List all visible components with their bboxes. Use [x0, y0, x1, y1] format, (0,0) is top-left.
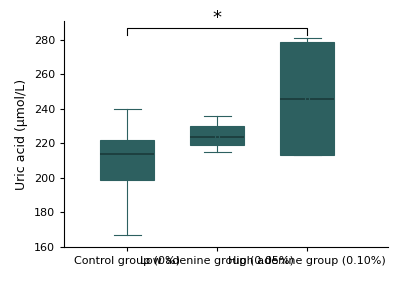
- PathPatch shape: [280, 42, 334, 156]
- PathPatch shape: [190, 126, 244, 145]
- Text: *: *: [212, 9, 222, 27]
- PathPatch shape: [100, 140, 154, 180]
- Y-axis label: Uric acid (μmol/L): Uric acid (μmol/L): [15, 78, 28, 190]
